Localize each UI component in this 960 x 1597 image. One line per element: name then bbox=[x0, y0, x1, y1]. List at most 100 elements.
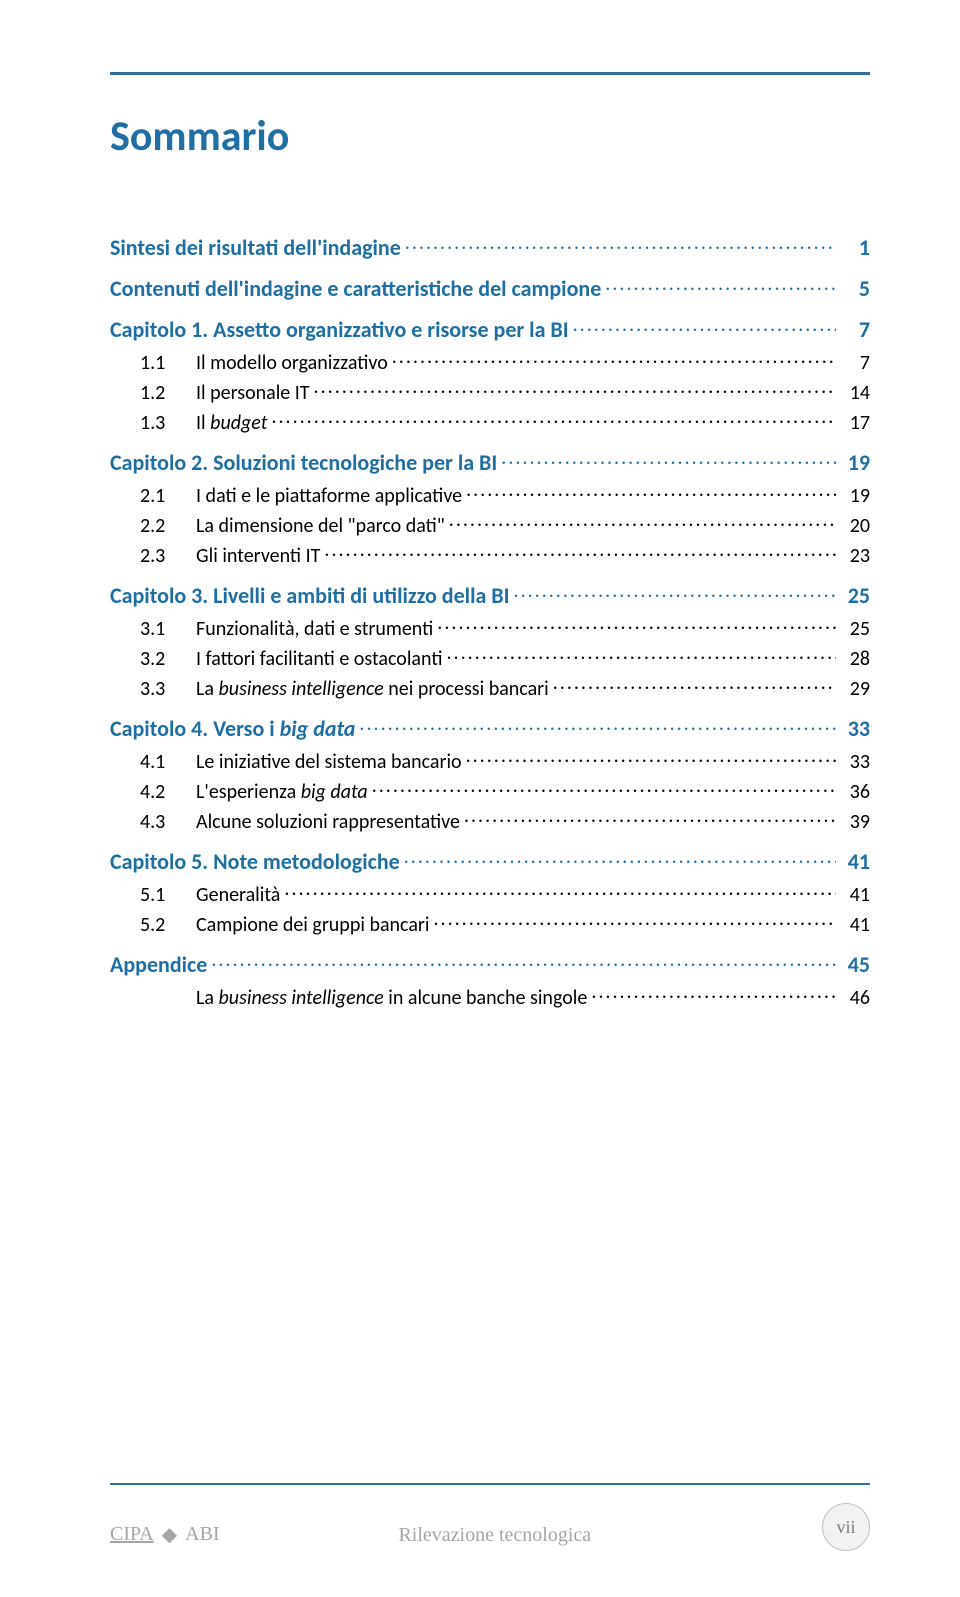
toc-entry-page: 36 bbox=[840, 780, 870, 804]
toc-entry-label: I fattori facilitanti e ostacolanti bbox=[196, 647, 442, 671]
toc-leader-dots bbox=[437, 617, 836, 635]
toc-entry-number: 5.2 bbox=[140, 913, 196, 937]
footer-rule bbox=[110, 1483, 870, 1485]
toc-leader-dots bbox=[464, 810, 836, 828]
toc-entry-page: 39 bbox=[840, 810, 870, 834]
toc-entry[interactable]: 3.2I fattori facilitanti e ostacolanti 28 bbox=[110, 647, 870, 671]
toc-entry-label: Capitolo 4. Verso i big data bbox=[110, 715, 355, 742]
toc-entry-label: I dati e le piattaforme applicative bbox=[196, 484, 462, 508]
table-of-contents: Sintesi dei risultati dell'indagine 1 Cont… bbox=[110, 220, 870, 1483]
toc-entry-label: Alcune soluzioni rappresentative bbox=[196, 810, 460, 834]
toc-entry-label: Campione dei gruppi bancari bbox=[196, 913, 429, 937]
toc-leader-dots bbox=[449, 514, 836, 532]
toc-entry[interactable]: 5.1Generalità 41 bbox=[110, 883, 870, 907]
toc-leader-dots bbox=[501, 452, 836, 470]
toc-leader-dots bbox=[446, 647, 836, 665]
toc-entry-number: 2.3 bbox=[140, 544, 196, 568]
toc-entry-page: 19 bbox=[840, 449, 870, 476]
toc-entry[interactable]: Capitolo 5. Note metodologiche 41 bbox=[110, 848, 870, 875]
toc-entry-page: 33 bbox=[840, 750, 870, 774]
toc-entry-label: Le iniziative del sistema bancario bbox=[196, 750, 462, 774]
toc-leader-dots bbox=[573, 319, 836, 337]
toc-entry-page: 7 bbox=[840, 316, 870, 343]
toc-entry-label: Gli interventi IT bbox=[196, 544, 320, 568]
toc-entry-label: Generalità bbox=[196, 883, 280, 907]
toc-entry-number: 3.1 bbox=[140, 617, 196, 641]
toc-entry-page: 25 bbox=[840, 617, 870, 641]
toc-leader-dots bbox=[359, 718, 836, 736]
toc-entry-label: Capitolo 2. Soluzioni tecnologiche per l… bbox=[110, 449, 497, 476]
toc-entry[interactable]: 3.3La business intelligence nei processi… bbox=[110, 677, 870, 701]
top-rule bbox=[110, 72, 870, 75]
toc-entry-page: 46 bbox=[840, 986, 870, 1010]
toc-entry-number: 3.2 bbox=[140, 647, 196, 671]
toc-entry-label: Sintesi dei risultati dell'indagine bbox=[110, 234, 401, 261]
toc-entry-label: Capitolo 5. Note metodologiche bbox=[110, 848, 400, 875]
toc-leader-dots bbox=[591, 986, 836, 1004]
toc-entry-page: 28 bbox=[840, 647, 870, 671]
toc-entry-page: 25 bbox=[840, 582, 870, 609]
toc-entry[interactable]: Sintesi dei risultati dell'indagine 1 bbox=[110, 234, 870, 261]
toc-entry-number: 1.1 bbox=[140, 351, 196, 375]
toc-entry[interactable]: Contenuti dell'indagine e caratteristich… bbox=[110, 275, 870, 302]
toc-entry-page: 14 bbox=[840, 381, 870, 405]
toc-leader-dots bbox=[605, 278, 836, 296]
toc-entry-number: 2.1 bbox=[140, 484, 196, 508]
toc-entry[interactable]: 2.3Gli interventi IT 23 bbox=[110, 544, 870, 568]
toc-entry[interactable]: Capitolo 3. Livelli e ambiti di utilizzo… bbox=[110, 582, 870, 609]
page-number-badge: vii bbox=[822, 1503, 870, 1551]
page-footer: CIPA ◆ ABI Rilevazione tecnologica vii bbox=[110, 1499, 870, 1547]
toc-leader-dots bbox=[284, 883, 836, 901]
toc-entry-label: Capitolo 1. Assetto organizzativo e riso… bbox=[110, 316, 569, 343]
toc-leader-dots bbox=[324, 544, 836, 562]
toc-entry-number: 5.1 bbox=[140, 883, 196, 907]
toc-entry-label: Appendice bbox=[110, 951, 207, 978]
toc-leader-dots bbox=[392, 351, 836, 369]
toc-entry-page: 20 bbox=[840, 514, 870, 538]
toc-entry[interactable]: 1.2Il personale IT 14 bbox=[110, 381, 870, 405]
toc-entry-number: 4.3 bbox=[140, 810, 196, 834]
document-page: Sommario Sintesi dei risultati dell'inda… bbox=[0, 0, 960, 1597]
toc-leader-dots bbox=[433, 913, 836, 931]
toc-entry-number: 1.2 bbox=[140, 381, 196, 405]
toc-leader-dots bbox=[466, 750, 836, 768]
toc-entry-label: Funzionalità, dati e strumenti bbox=[196, 617, 433, 641]
toc-entry-label: Il modello organizzativo bbox=[196, 351, 388, 375]
toc-leader-dots bbox=[466, 484, 836, 502]
toc-entry[interactable]: 4.3Alcune soluzioni rappresentative 39 bbox=[110, 810, 870, 834]
toc-entry[interactable]: 3.1Funzionalità, dati e strumenti 25 bbox=[110, 617, 870, 641]
toc-entry-number: 2.2 bbox=[140, 514, 196, 538]
toc-entry[interactable]: 5.2Campione dei gruppi bancari41 bbox=[110, 913, 870, 937]
toc-entry[interactable]: Appendice 45 bbox=[110, 951, 870, 978]
toc-entry-label: La business intelligence in alcune banch… bbox=[196, 986, 587, 1010]
toc-entry-page: 33 bbox=[840, 715, 870, 742]
toc-entry-page: 23 bbox=[840, 544, 870, 568]
toc-entry-page: 41 bbox=[840, 883, 870, 907]
toc-entry-page: 1 bbox=[840, 234, 870, 261]
toc-entry-page: 45 bbox=[840, 951, 870, 978]
toc-entry-page: 5 bbox=[840, 275, 870, 302]
toc-entry-page: 41 bbox=[840, 848, 870, 875]
toc-leader-dots bbox=[553, 677, 836, 695]
toc-entry[interactable]: La business intelligence in alcune banch… bbox=[110, 986, 870, 1010]
toc-entry[interactable]: 4.1Le iniziative del sistema bancario33 bbox=[110, 750, 870, 774]
toc-entry-label: Il personale IT bbox=[196, 381, 310, 405]
toc-entry-number: 3.3 bbox=[140, 677, 196, 701]
toc-entry[interactable]: 1.1Il modello organizzativo 7 bbox=[110, 351, 870, 375]
toc-entry-page: 7 bbox=[840, 351, 870, 375]
footer-right: vii bbox=[810, 1499, 870, 1547]
toc-entry[interactable]: Capitolo 4. Verso i big data 33 bbox=[110, 715, 870, 742]
toc-entry[interactable]: 2.1I dati e le piattaforme applicative19 bbox=[110, 484, 870, 508]
toc-leader-dots bbox=[514, 585, 836, 603]
toc-entry[interactable]: 4.2L'esperienza big data36 bbox=[110, 780, 870, 804]
toc-entry-label: La dimensione del "parco dati" bbox=[196, 514, 445, 538]
toc-leader-dots bbox=[405, 237, 836, 255]
toc-entry-page: 17 bbox=[840, 411, 870, 435]
page-title: Sommario bbox=[110, 111, 870, 162]
toc-entry[interactable]: Capitolo 1. Assetto organizzativo e riso… bbox=[110, 316, 870, 343]
toc-entry-label: La business intelligence nei processi ba… bbox=[196, 677, 549, 701]
toc-entry-label: Il budget bbox=[196, 411, 267, 435]
toc-entry[interactable]: 2.2La dimensione del "parco dati" 20 bbox=[110, 514, 870, 538]
toc-entry[interactable]: Capitolo 2. Soluzioni tecnologiche per l… bbox=[110, 449, 870, 476]
toc-entry[interactable]: 1.3Il budget17 bbox=[110, 411, 870, 435]
